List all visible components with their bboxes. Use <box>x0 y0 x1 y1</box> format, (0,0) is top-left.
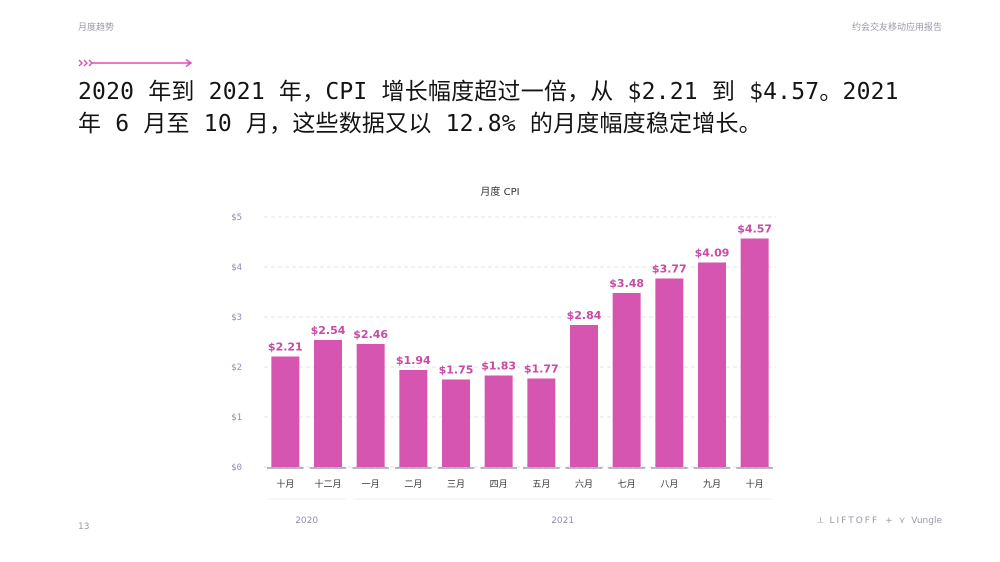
x-tick-label: 九月 <box>703 479 721 490</box>
y-tick-label: $1 <box>231 413 242 423</box>
logo-separator: + <box>885 516 893 526</box>
y-tick-label: $2 <box>231 363 242 373</box>
bar <box>698 262 726 467</box>
x-tick-label: 三月 <box>447 479 465 490</box>
bar <box>612 293 641 467</box>
bar-value-label: $1.83 <box>481 360 516 373</box>
bar-value-label: $4.57 <box>737 223 772 236</box>
report-title: 约会交友移动应用报告 <box>851 23 942 33</box>
bar-value-label: $1.94 <box>396 354 431 367</box>
y-tick-label: $3 <box>231 313 242 323</box>
x-tick-label: 十月 <box>276 478 294 490</box>
y-tick-label: $5 <box>231 213 242 223</box>
year-group-label: 2021 <box>551 516 574 526</box>
arrow-icon <box>78 58 193 68</box>
bar <box>399 370 428 467</box>
footer-logo: ⟂ LIFTOFF + ⋎ Vungle <box>818 516 943 526</box>
chart-title: 月度 CPI <box>480 185 519 198</box>
bar-value-label: $4.09 <box>695 247 730 260</box>
bar <box>271 356 300 467</box>
x-tick-label: 一月 <box>362 479 380 490</box>
x-tick-label: 七月 <box>618 479 636 490</box>
x-tick-label: 六月 <box>575 478 593 490</box>
bar <box>570 325 598 467</box>
x-tick-label: 十月 <box>746 478 764 490</box>
bar-value-label: $2.54 <box>311 324 346 337</box>
bar-value-label: $2.84 <box>567 309 602 322</box>
bar <box>527 378 556 467</box>
x-tick-label: 五月 <box>532 479 550 490</box>
section-label: 月度趋势 <box>78 23 115 33</box>
y-tick-label: $0 <box>231 463 242 473</box>
bar-value-label: $3.48 <box>609 277 644 290</box>
headline: 2020 年到 2021 年，CPI 增长幅度超过一倍，从 $2.21 到 $4… <box>78 79 899 137</box>
liftoff-logo-icon: ⟂ <box>817 516 824 526</box>
bar <box>314 340 342 467</box>
bar-value-label: $2.46 <box>353 328 388 341</box>
y-tick-label: $4 <box>231 263 242 273</box>
bar <box>740 238 769 467</box>
x-tick-label: 四月 <box>490 479 508 490</box>
vungle-logo-icon: ⋎ <box>898 516 906 526</box>
bar <box>356 344 385 467</box>
bar-value-label: $1.77 <box>524 363 559 376</box>
page-number: 13 <box>78 522 90 532</box>
x-tick-label: 二月 <box>404 479 422 490</box>
x-tick-label: 八月 <box>660 479 678 490</box>
bar <box>484 375 513 467</box>
bar <box>655 278 684 467</box>
bar-value-label: $3.77 <box>652 263 687 276</box>
logo-vungle: Vungle <box>911 516 942 526</box>
logo-liftoff: LIFTOFF <box>829 516 880 526</box>
bar-value-label: $1.75 <box>439 364 474 377</box>
x-tick-label: 十二月 <box>314 478 341 490</box>
bar <box>442 379 470 467</box>
bar-value-label: $2.21 <box>268 341 303 354</box>
year-group-label: 2020 <box>295 516 318 526</box>
